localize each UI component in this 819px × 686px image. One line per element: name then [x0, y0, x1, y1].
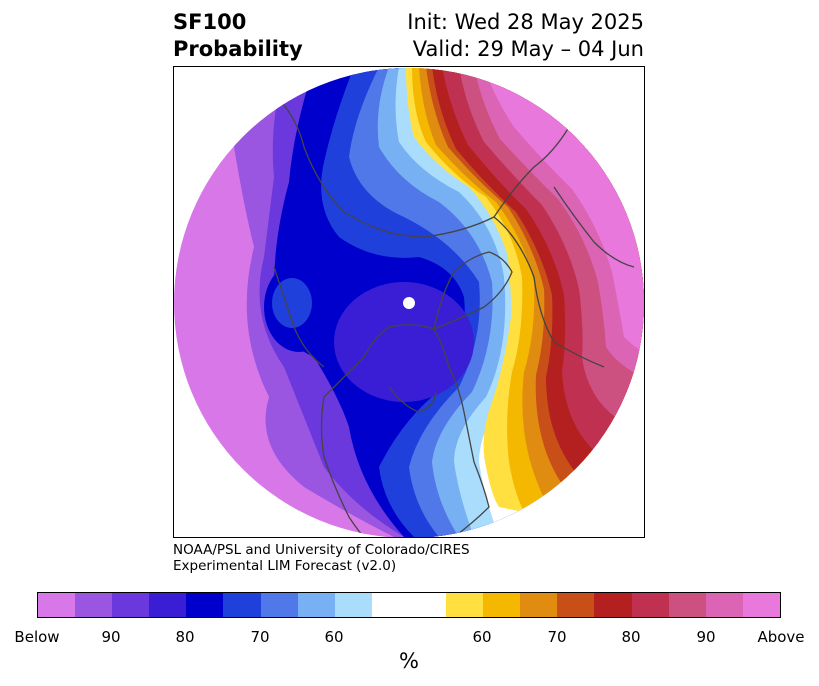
colorbar-tick-label: 70	[547, 628, 567, 646]
probability-field	[174, 68, 644, 537]
map-dates: Init: Wed 28 May 2025 Valid: 29 May – 04…	[407, 9, 644, 63]
colorbar-tick-label: 80	[175, 628, 195, 646]
coast-hudson	[388, 386, 437, 413]
credit-line1: NOAA/PSL and University of Colorado/CIRE…	[173, 542, 470, 558]
colorbar-unit: %	[399, 649, 419, 673]
probability-map	[174, 68, 644, 537]
colorbar-segment	[483, 593, 521, 617]
colorbar-tick-label: Below	[14, 628, 60, 646]
colorbar-tick-label: 60	[472, 628, 492, 646]
coast-north-america	[323, 324, 490, 537]
colorbar-segment	[75, 593, 113, 617]
coast-alaska	[273, 266, 325, 368]
colorbar-segment	[334, 593, 372, 617]
colorbar-segment	[520, 593, 558, 617]
colorbar-tick-label: Above	[757, 628, 805, 646]
north-pole-marker	[403, 297, 415, 309]
coast-eurasia	[263, 86, 605, 368]
coast-europe-east	[553, 186, 635, 268]
title-variable: SF100	[173, 10, 247, 34]
colorbar-segment	[38, 593, 76, 617]
colorbar-tick-label: 90	[696, 628, 716, 646]
colorbar-segment	[705, 593, 743, 617]
colorbar-tick-label: 90	[101, 628, 121, 646]
colorbar-segment	[223, 593, 261, 617]
colorbar-tick-label: 80	[621, 628, 641, 646]
colorbar-tick-label: 60	[324, 628, 344, 646]
init-date: Init: Wed 28 May 2025	[407, 10, 644, 34]
title-metric: Probability	[173, 37, 303, 61]
map-panel	[173, 66, 645, 538]
map-title: SF100 Probability	[173, 9, 303, 63]
colorbar-tick-label: 70	[250, 628, 270, 646]
colorbar	[37, 592, 781, 618]
colorbar-segment	[668, 593, 706, 617]
colorbar-segment	[186, 593, 224, 617]
credit-line2: Experimental LIM Forecast (v2.0)	[173, 558, 397, 574]
valid-range: Valid: 29 May – 04 Jun	[412, 37, 644, 61]
colorbar-segment	[297, 593, 335, 617]
colorbar-segment	[112, 593, 150, 617]
colorbar-segment	[742, 593, 780, 617]
colorbar-segment	[149, 593, 187, 617]
colorbar-segment	[557, 593, 595, 617]
colorbar-segment	[594, 593, 632, 617]
coast-greenland	[433, 251, 513, 330]
coast-west	[320, 396, 365, 537]
colorbar-segment	[446, 593, 484, 617]
colorbar-segment	[260, 593, 298, 617]
colorbar-segment	[631, 593, 669, 617]
credit: NOAA/PSL and University of Colorado/CIRE…	[173, 542, 470, 574]
colorbar-segment	[371, 593, 447, 617]
pole-core	[334, 282, 474, 402]
